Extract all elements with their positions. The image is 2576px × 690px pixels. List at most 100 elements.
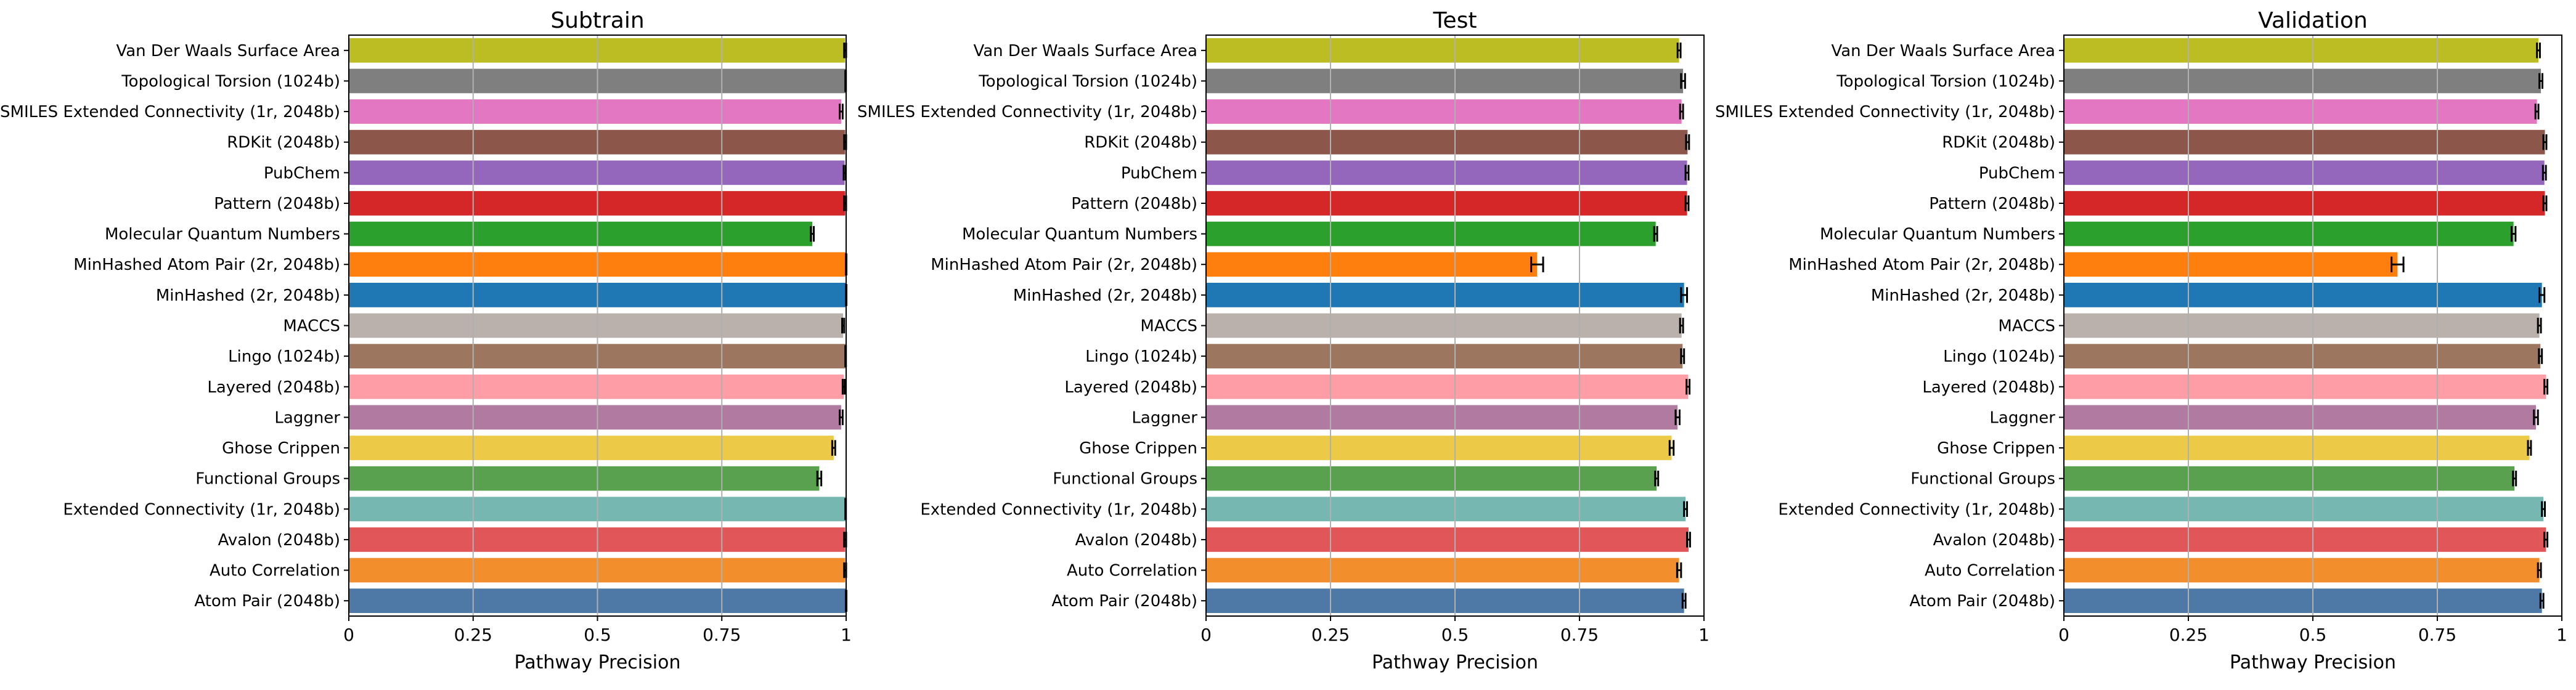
bar <box>1206 405 1678 430</box>
bar <box>2064 436 2530 460</box>
category-label: Van Der Waals Surface Area <box>973 42 1197 60</box>
error-bar <box>2538 287 2546 303</box>
x-tick-label: 0.25 <box>2169 625 2207 645</box>
error-bar <box>1683 501 1689 517</box>
category-label: MACCS <box>283 317 340 336</box>
chart-panel-test: Test Van Der Waals Surface Area Topologica… <box>857 8 1710 673</box>
bar <box>1206 497 1686 522</box>
error-bar <box>2534 104 2540 120</box>
x-tick-label: 0.5 <box>2299 625 2327 645</box>
error-bar <box>810 225 815 242</box>
category-label: PubChem <box>264 164 340 182</box>
error-bar <box>2512 470 2517 487</box>
category-label: Avalon (2048b) <box>218 531 340 550</box>
error-bar <box>1680 287 1689 303</box>
category-label: SMILES Extended Connectivity (1r, 2048b) <box>1715 103 2055 121</box>
error-bar <box>1679 104 1684 120</box>
error-bar <box>1676 562 1682 578</box>
bar <box>2064 191 2545 216</box>
bar <box>2064 99 2537 124</box>
bar <box>2064 588 2542 614</box>
error-bar <box>839 409 844 426</box>
bar <box>1206 374 1689 399</box>
bar <box>1206 68 1684 94</box>
bar <box>1206 221 1656 246</box>
bar <box>349 436 834 460</box>
category-label: Molecular Quantum Numbers <box>105 225 340 244</box>
category-label: MinHashed Atom Pair (2r, 2048b) <box>931 256 1197 274</box>
bar <box>2064 344 2541 368</box>
bar <box>349 466 820 491</box>
category-label: Pattern (2048b) <box>214 195 340 213</box>
category-label: SMILES Extended Connectivity (1r, 2048b) <box>857 103 1197 121</box>
category-label: Ghose Crippen <box>1937 439 2055 458</box>
category-label: Molecular Quantum Numbers <box>1820 225 2055 244</box>
error-bar <box>1684 164 1690 181</box>
bar <box>1206 252 1538 277</box>
error-bar <box>839 104 844 120</box>
x-tick-label: 0.75 <box>2418 625 2456 645</box>
bar <box>349 374 844 399</box>
category-label: Auto Correlation <box>1067 562 1197 580</box>
category-label: Topological Torsion (1024b) <box>978 72 1197 91</box>
category-label: Van Der Waals Surface Area <box>1831 42 2055 60</box>
bar <box>1206 466 1657 491</box>
bar <box>2064 160 2545 185</box>
x-axis-label: Pathway Precision <box>515 652 681 673</box>
bar <box>1206 527 1689 552</box>
error-bar <box>816 470 823 487</box>
error-bar <box>2536 43 2541 59</box>
bar <box>2064 38 2539 63</box>
bar <box>2064 68 2541 94</box>
error-bar <box>1685 134 1690 150</box>
category-label: MACCS <box>1140 317 1197 336</box>
bar <box>2064 252 2398 277</box>
error-bar <box>1654 470 1660 487</box>
chart-title: Test <box>1433 8 1477 33</box>
error-bar <box>2543 532 2549 548</box>
bar <box>2064 558 2540 583</box>
bar <box>2064 527 2546 552</box>
x-tick-label: 0.75 <box>703 625 741 645</box>
x-tick-label: 0 <box>2058 625 2069 645</box>
category-label: Atom Pair (2048b) <box>1051 592 1197 611</box>
bar <box>1206 283 1684 307</box>
error-bar <box>2537 562 2542 578</box>
bar <box>1206 313 1682 338</box>
error-bar <box>2542 195 2548 211</box>
bar <box>1206 436 1672 460</box>
error-bar <box>2542 134 2548 150</box>
category-label: RDKit (2048b) <box>1084 134 1197 152</box>
x-tick-label: 0.25 <box>1311 625 1350 645</box>
error-bar <box>1680 348 1685 364</box>
error-bar <box>1530 256 1544 272</box>
error-bar <box>1685 379 1691 395</box>
x-tick-label: 0.25 <box>454 625 492 645</box>
category-label: Avalon (2048b) <box>1075 531 1197 550</box>
category-label: RDKit (2048b) <box>1942 134 2055 152</box>
category-label: Laggner <box>1989 408 2055 427</box>
category-label: Lingo (1024b) <box>1943 347 2055 366</box>
category-label: Functional Groups <box>1910 470 2055 489</box>
chart-title: Subtrain <box>550 8 644 33</box>
x-tick-label: 0 <box>343 625 354 645</box>
error-bar <box>2541 164 2547 181</box>
category-label: Van Der Waals Surface Area <box>116 42 340 60</box>
chart-panel-subtrain: Subtrain Van Der Waals Surface Area Topolo… <box>0 8 852 673</box>
category-label: MinHashed Atom Pair (2r, 2048b) <box>73 256 340 274</box>
bar <box>2064 313 2540 338</box>
x-axis-label: Pathway Precision <box>2230 652 2396 673</box>
error-bar <box>841 317 846 334</box>
category-label: Avalon (2048b) <box>1933 531 2055 550</box>
bar <box>1206 344 1683 368</box>
bar <box>2064 283 2542 307</box>
error-bar <box>1653 225 1658 242</box>
category-label: Extended Connectivity (1r, 2048b) <box>63 500 340 519</box>
bar <box>1206 588 1684 614</box>
category-label: Laggner <box>1131 408 1197 427</box>
chart-title: Validation <box>2258 8 2368 33</box>
x-tick-label: 1 <box>841 625 852 645</box>
bar <box>1206 129 1688 155</box>
bar <box>349 99 841 124</box>
category-label: Ghose Crippen <box>1079 439 1197 458</box>
